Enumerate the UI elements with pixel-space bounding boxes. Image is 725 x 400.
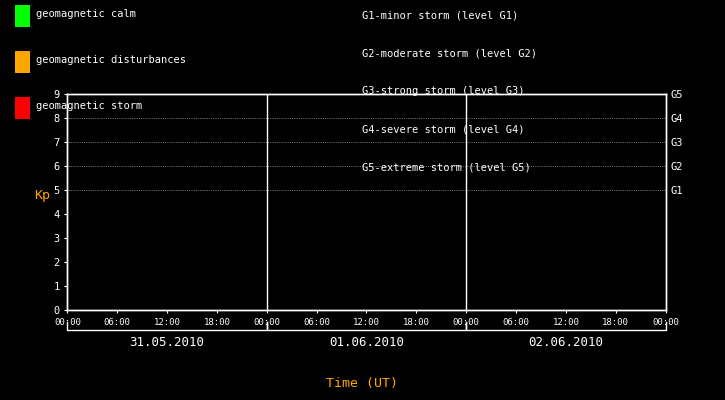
Text: G4-severe storm (level G4): G4-severe storm (level G4) (362, 124, 525, 134)
Text: G3-strong storm (level G3): G3-strong storm (level G3) (362, 86, 525, 96)
Text: geomagnetic disturbances: geomagnetic disturbances (36, 55, 186, 65)
Text: geomagnetic calm: geomagnetic calm (36, 9, 136, 19)
Y-axis label: Kp: Kp (34, 189, 51, 202)
Text: 31.05.2010: 31.05.2010 (130, 336, 204, 349)
Text: 01.06.2010: 01.06.2010 (329, 336, 404, 349)
Text: G5-extreme storm (level G5): G5-extreme storm (level G5) (362, 162, 531, 172)
Text: G1-minor storm (level G1): G1-minor storm (level G1) (362, 10, 519, 20)
Text: 02.06.2010: 02.06.2010 (529, 336, 603, 349)
Text: G2-moderate storm (level G2): G2-moderate storm (level G2) (362, 48, 537, 58)
Text: Time (UT): Time (UT) (326, 377, 399, 390)
Text: geomagnetic storm: geomagnetic storm (36, 101, 143, 111)
